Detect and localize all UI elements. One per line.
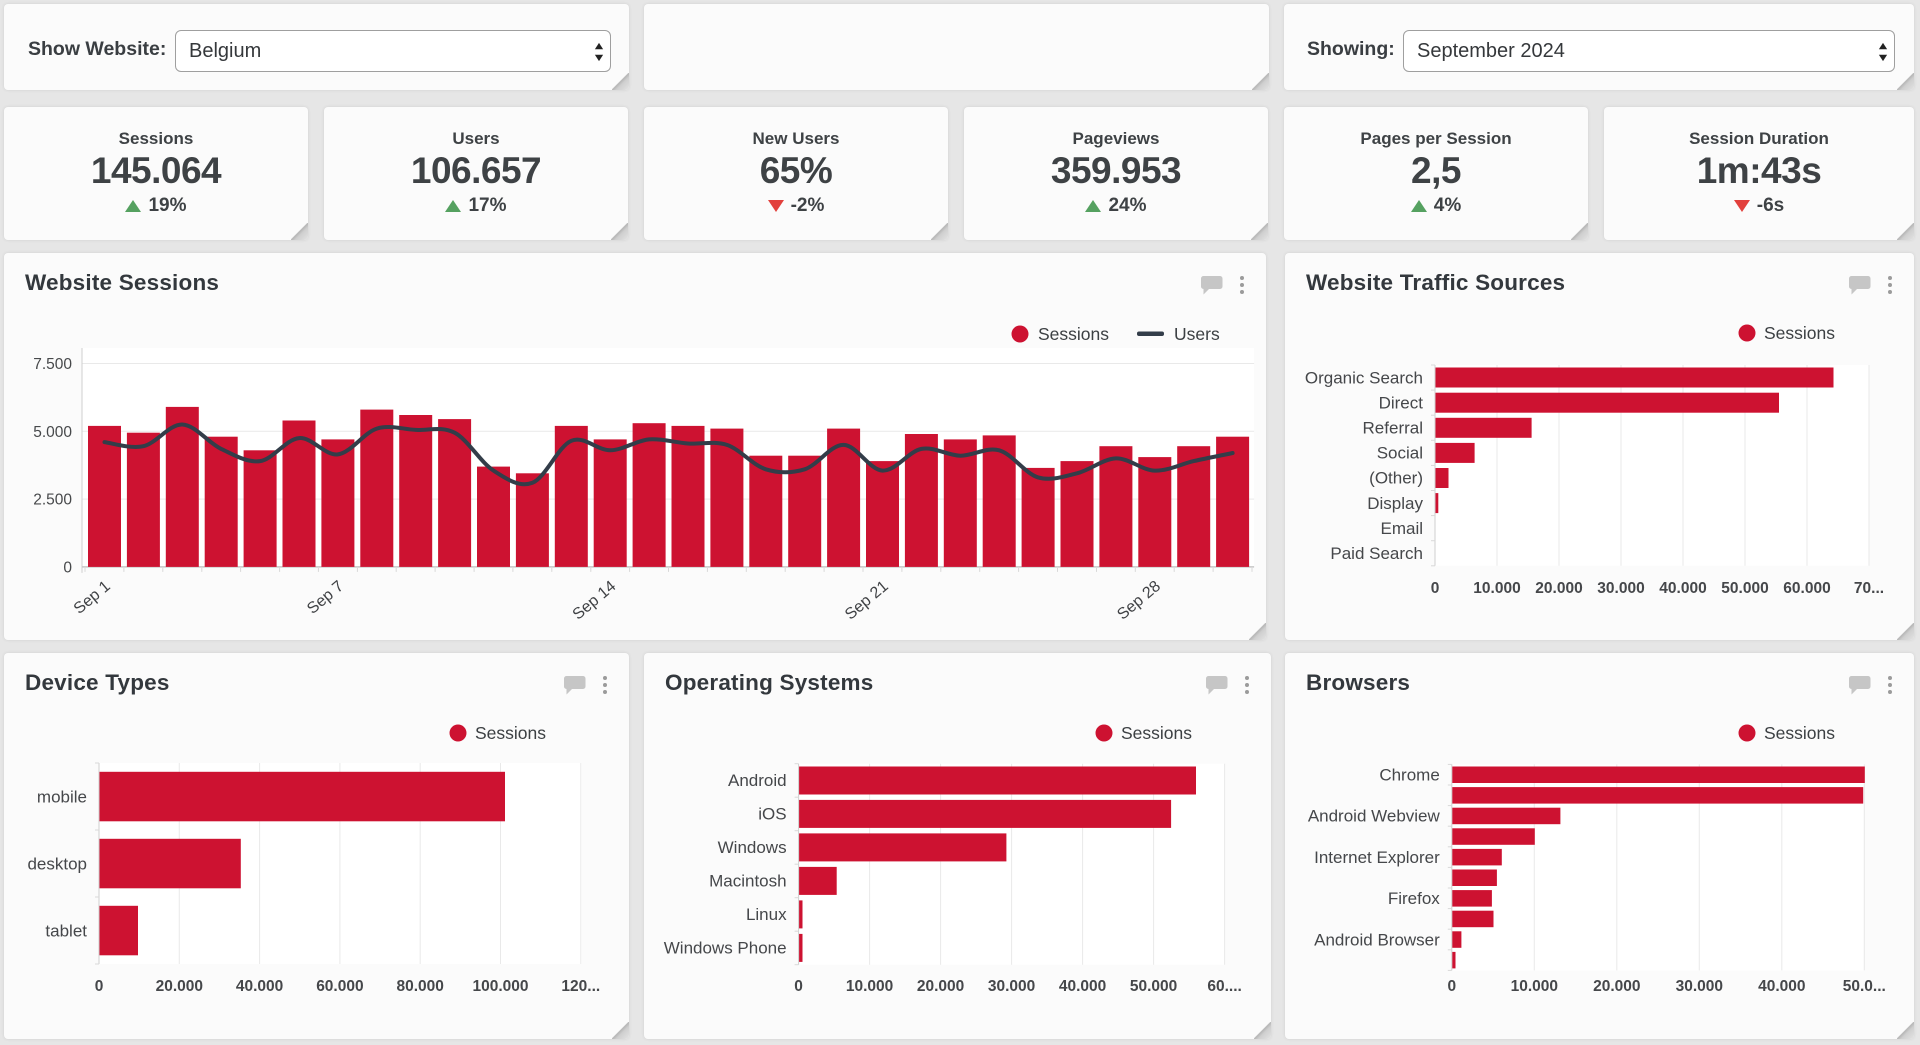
svg-text:60.000: 60.000 [316,978,363,995]
svg-text:50.0...: 50.0... [1843,978,1886,995]
svg-text:Sessions: Sessions [475,723,546,743]
svg-text:Organic Search: Organic Search [1305,368,1423,387]
svg-text:Android Webview: Android Webview [1308,807,1441,826]
svg-text:Email: Email [1380,519,1423,538]
svg-text:Display: Display [1367,494,1423,513]
svg-text:10.000: 10.000 [1473,580,1520,597]
svg-text:0: 0 [794,978,803,995]
svg-text:2.500: 2.500 [33,492,72,509]
svg-text:Users: Users [1174,324,1220,344]
svg-text:Android: Android [728,771,787,790]
svg-text:Linux: Linux [746,905,787,924]
svg-text:Sep 1: Sep 1 [71,578,114,618]
svg-text:Android Browser: Android Browser [1314,930,1440,949]
svg-text:40.000: 40.000 [1659,580,1706,597]
svg-text:Chrome: Chrome [1379,766,1439,785]
svg-text:Paid Search: Paid Search [1330,544,1423,563]
svg-text:0: 0 [95,978,104,995]
svg-text:20.000: 20.000 [917,978,964,995]
svg-text:Referral: Referral [1363,419,1423,438]
svg-text:60....: 60.... [1207,978,1241,995]
svg-text:Macintosh: Macintosh [709,872,786,891]
svg-text:30.000: 30.000 [1676,978,1723,995]
svg-text:Sep 7: Sep 7 [304,578,347,618]
svg-text:70...: 70... [1854,580,1884,597]
svg-text:20.000: 20.000 [156,978,203,995]
svg-text:60.000: 60.000 [1783,580,1830,597]
svg-text:5.000: 5.000 [33,424,72,441]
svg-text:(Other): (Other) [1369,469,1423,488]
svg-text:Sessions: Sessions [1038,324,1109,344]
svg-text:iOS: iOS [758,805,786,824]
svg-text:Sep 28: Sep 28 [1114,578,1164,624]
svg-text:0: 0 [1447,978,1456,995]
svg-text:100.000: 100.000 [472,978,528,995]
svg-text:Direct: Direct [1379,393,1424,412]
svg-text:0: 0 [63,559,72,576]
svg-text:10.000: 10.000 [846,978,893,995]
svg-text:Firefox: Firefox [1388,889,1440,908]
svg-text:tablet: tablet [45,921,87,940]
svg-text:desktop: desktop [27,854,87,873]
svg-text:Sessions: Sessions [1764,323,1835,343]
svg-text:40.000: 40.000 [1059,978,1106,995]
svg-text:Sessions: Sessions [1121,723,1192,743]
svg-text:Sessions: Sessions [1764,723,1835,743]
svg-text:20.000: 20.000 [1593,978,1640,995]
svg-text:0: 0 [1431,580,1440,597]
svg-text:40.000: 40.000 [1758,978,1805,995]
svg-text:10.000: 10.000 [1511,978,1558,995]
svg-text:30.000: 30.000 [1597,580,1644,597]
svg-text:mobile: mobile [37,787,87,806]
svg-text:Sep 21: Sep 21 [842,578,892,624]
svg-text:50.000: 50.000 [1130,978,1177,995]
svg-text:Sep 14: Sep 14 [570,578,620,624]
svg-text:120...: 120... [561,978,600,995]
svg-text:30.000: 30.000 [988,978,1035,995]
svg-text:50.000: 50.000 [1721,580,1768,597]
svg-text:40.000: 40.000 [236,978,283,995]
svg-text:Windows Phone: Windows Phone [664,939,787,958]
svg-text:80.000: 80.000 [396,978,443,995]
svg-text:20.000: 20.000 [1535,580,1582,597]
svg-text:Internet Explorer: Internet Explorer [1314,848,1440,867]
svg-text:7.500: 7.500 [33,356,72,373]
svg-text:Windows: Windows [718,838,787,857]
svg-text:Social: Social [1377,444,1423,463]
